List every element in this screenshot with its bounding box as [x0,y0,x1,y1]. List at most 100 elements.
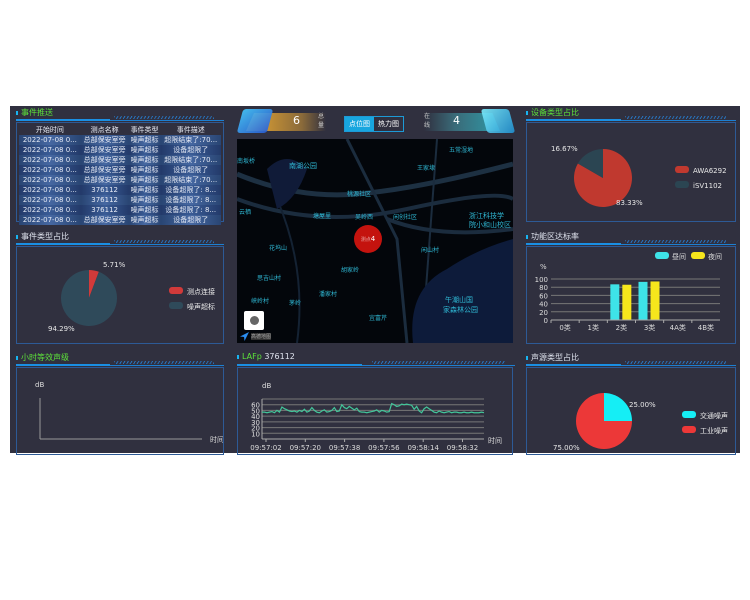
y-tick-label: 40 [251,413,260,421]
legend-swatch [675,181,689,188]
map-label: 宜富芹 [369,315,388,322]
table-cell: 噪声超标 [128,175,161,185]
table-cell: 2022-07-08 0... [19,215,81,225]
x-tick-label: 09:57:38 [329,444,360,452]
map-label: 闲山村 [421,247,440,254]
map-label: 家森林公园 [443,306,478,314]
y-tick-label: 20 [251,425,260,433]
pie-slice [604,393,632,421]
legend-swatch [682,426,696,433]
table-row[interactable]: 2022-07-08 0... 376112 噪声超标 设备超限了: 8... [19,185,221,195]
legend-swatch [682,411,696,418]
table-row[interactable]: 2022-07-08 0... 总部保安室旁 噪声超标 超限结束了:70... [19,155,221,165]
table-cell: 2022-07-08 0... [19,175,81,185]
map-canvas [237,139,513,343]
pie-slice [576,393,632,449]
map-header: 6 总量 点位图 热力图 在线 4 [236,109,516,135]
table-cell: 2022-07-08 0... [19,145,81,155]
locate-icon [249,316,259,325]
pie-label: 75.00% [553,444,580,452]
pie-label: 83.33% [616,199,643,207]
table-cell: 超限结束了:70... [160,135,221,145]
func-zone-panel: % 0 20 40 60 80 100 0类 1类 2类 3类 4A类 4B类 昼间 夜间 [526,246,736,344]
online-value: 4 [453,114,460,127]
legend-label: 测点连接 [187,287,215,296]
y-tick-label: 30 [251,419,260,427]
source-type-title: 声源类型占比 [526,352,579,363]
legend-swatch [169,302,183,309]
map-label: 浙江科技学 [469,212,504,220]
table-cell: 2022-07-08 0... [19,195,81,205]
map-marker-cluster[interactable]: 测点 4 [354,225,382,253]
table-cell: 超限结束了:70... [160,175,221,185]
x-tick-label: 4B类 [698,323,714,332]
table-cell: 总部保安室旁 [80,135,129,145]
hourly-ylabel: dB [35,381,44,389]
x-tick-label: 09:58:32 [447,444,478,452]
x-tick-label: 09:57:02 [250,444,281,452]
table-row[interactable]: 2022-07-08 0... 376112 噪声超标 设备超限了: 8... [19,205,221,215]
map-tabs: 点位图 热力图 [344,116,404,132]
legend-swatch [655,252,669,259]
map-label: 胡家岭 [341,267,360,274]
table-cell: 噪声超标 [128,185,161,195]
table-cell: 设备超限了: 8... [160,205,221,215]
map-label: 潘家村 [319,291,338,298]
total-label: 总量 [318,113,325,129]
x-tick-label: 09:58:14 [407,444,439,452]
total-device-icon [236,109,274,133]
x-tick-label: 1类 [588,323,599,332]
map-label: 花坞山 [269,245,288,252]
table-cell: 总部保安室旁 [80,175,129,185]
table-cell: 噪声超标 [128,205,161,215]
map-label: 院小和山校区 [469,221,511,229]
locate-button[interactable] [244,311,264,330]
table-row[interactable]: 2022-07-08 0... 总部保安室旁 噪声超标 超限结束了:70... [19,175,221,185]
legend-swatch [169,287,183,294]
map-label: 王家埭 [417,165,436,172]
y-tick-label: 60 [539,292,548,300]
map-label: 五常湿地 [449,147,474,154]
events-title: 事件推送 [16,107,53,118]
y-tick-label: 80 [539,284,548,292]
table-row[interactable]: 2022-07-08 0... 总部保安室旁 噪声超标 设备超限了 [19,145,221,155]
bar-ylabel: % [540,263,547,271]
x-tick-label: 09:57:20 [290,444,321,452]
events-table: 开始时间 测点名称 事件类型 事件描述 2022-07-08 0... 总部保安室旁 噪声超… [16,122,224,225]
table-cell: 2022-07-08 0... [19,185,81,195]
table-cell: 设备超限了 [160,145,221,155]
y-tick-label: 20 [539,309,548,317]
map-label: 桃源社区 [347,191,372,198]
total-value: 6 [293,114,300,127]
device-type-title: 设备类型占比 [526,107,579,118]
map-label: 茅岭 [289,300,302,307]
map-label: 塘屋里 [313,213,332,220]
legend-label: 夜间 [708,252,722,261]
map[interactable]: 南湖公园 五常湿地 王家埭 桃源社区 浙江科技学 院小和山校区 云栖 塘屋里 吴岭西 闲创社区 南坂… [237,139,513,343]
tab-point-map[interactable]: 点位图 [345,117,374,131]
table-cell: 2022-07-08 0... [19,155,81,165]
table-row[interactable]: 2022-07-08 0... 总部保安室旁 噪声超标 设备超限了 [19,215,221,225]
map-label: 午潮山国 [445,296,473,304]
pie-label: 25.00% [629,401,656,409]
legend-label: 交通噪声 [700,411,728,420]
table-row[interactable]: 2022-07-08 0... 总部保安室旁 噪声超标 超限结束了:70... [19,135,221,145]
x-tick-label: 4A类 [670,323,686,332]
y-tick-label: 0 [544,317,548,325]
pie-slice [60,270,118,326]
legend-label: 工业噪声 [700,426,728,435]
table-cell: 总部保安室旁 [80,165,129,175]
tab-heat-map[interactable]: 热力图 [378,120,399,128]
y-tick-label: 60 [251,402,260,410]
hourly-chart: dB 时间 [35,381,224,444]
line-ylabel: dB [262,382,271,390]
device-type-panel: 83.33% 16.67% AWA6292 iSV1102 [526,122,736,222]
map-label: 闲创社区 [393,214,418,221]
table-row[interactable]: 2022-07-08 0... 总部保安室旁 噪声超标 设备超限了 [19,165,221,175]
column-header: 事件类型 [130,126,159,134]
table-row[interactable]: 2022-07-08 0... 376112 噪声超标 设备超限了: 8... [19,195,221,205]
table-cell: 噪声超标 [128,215,161,225]
x-tick-label: 2类 [616,323,627,332]
